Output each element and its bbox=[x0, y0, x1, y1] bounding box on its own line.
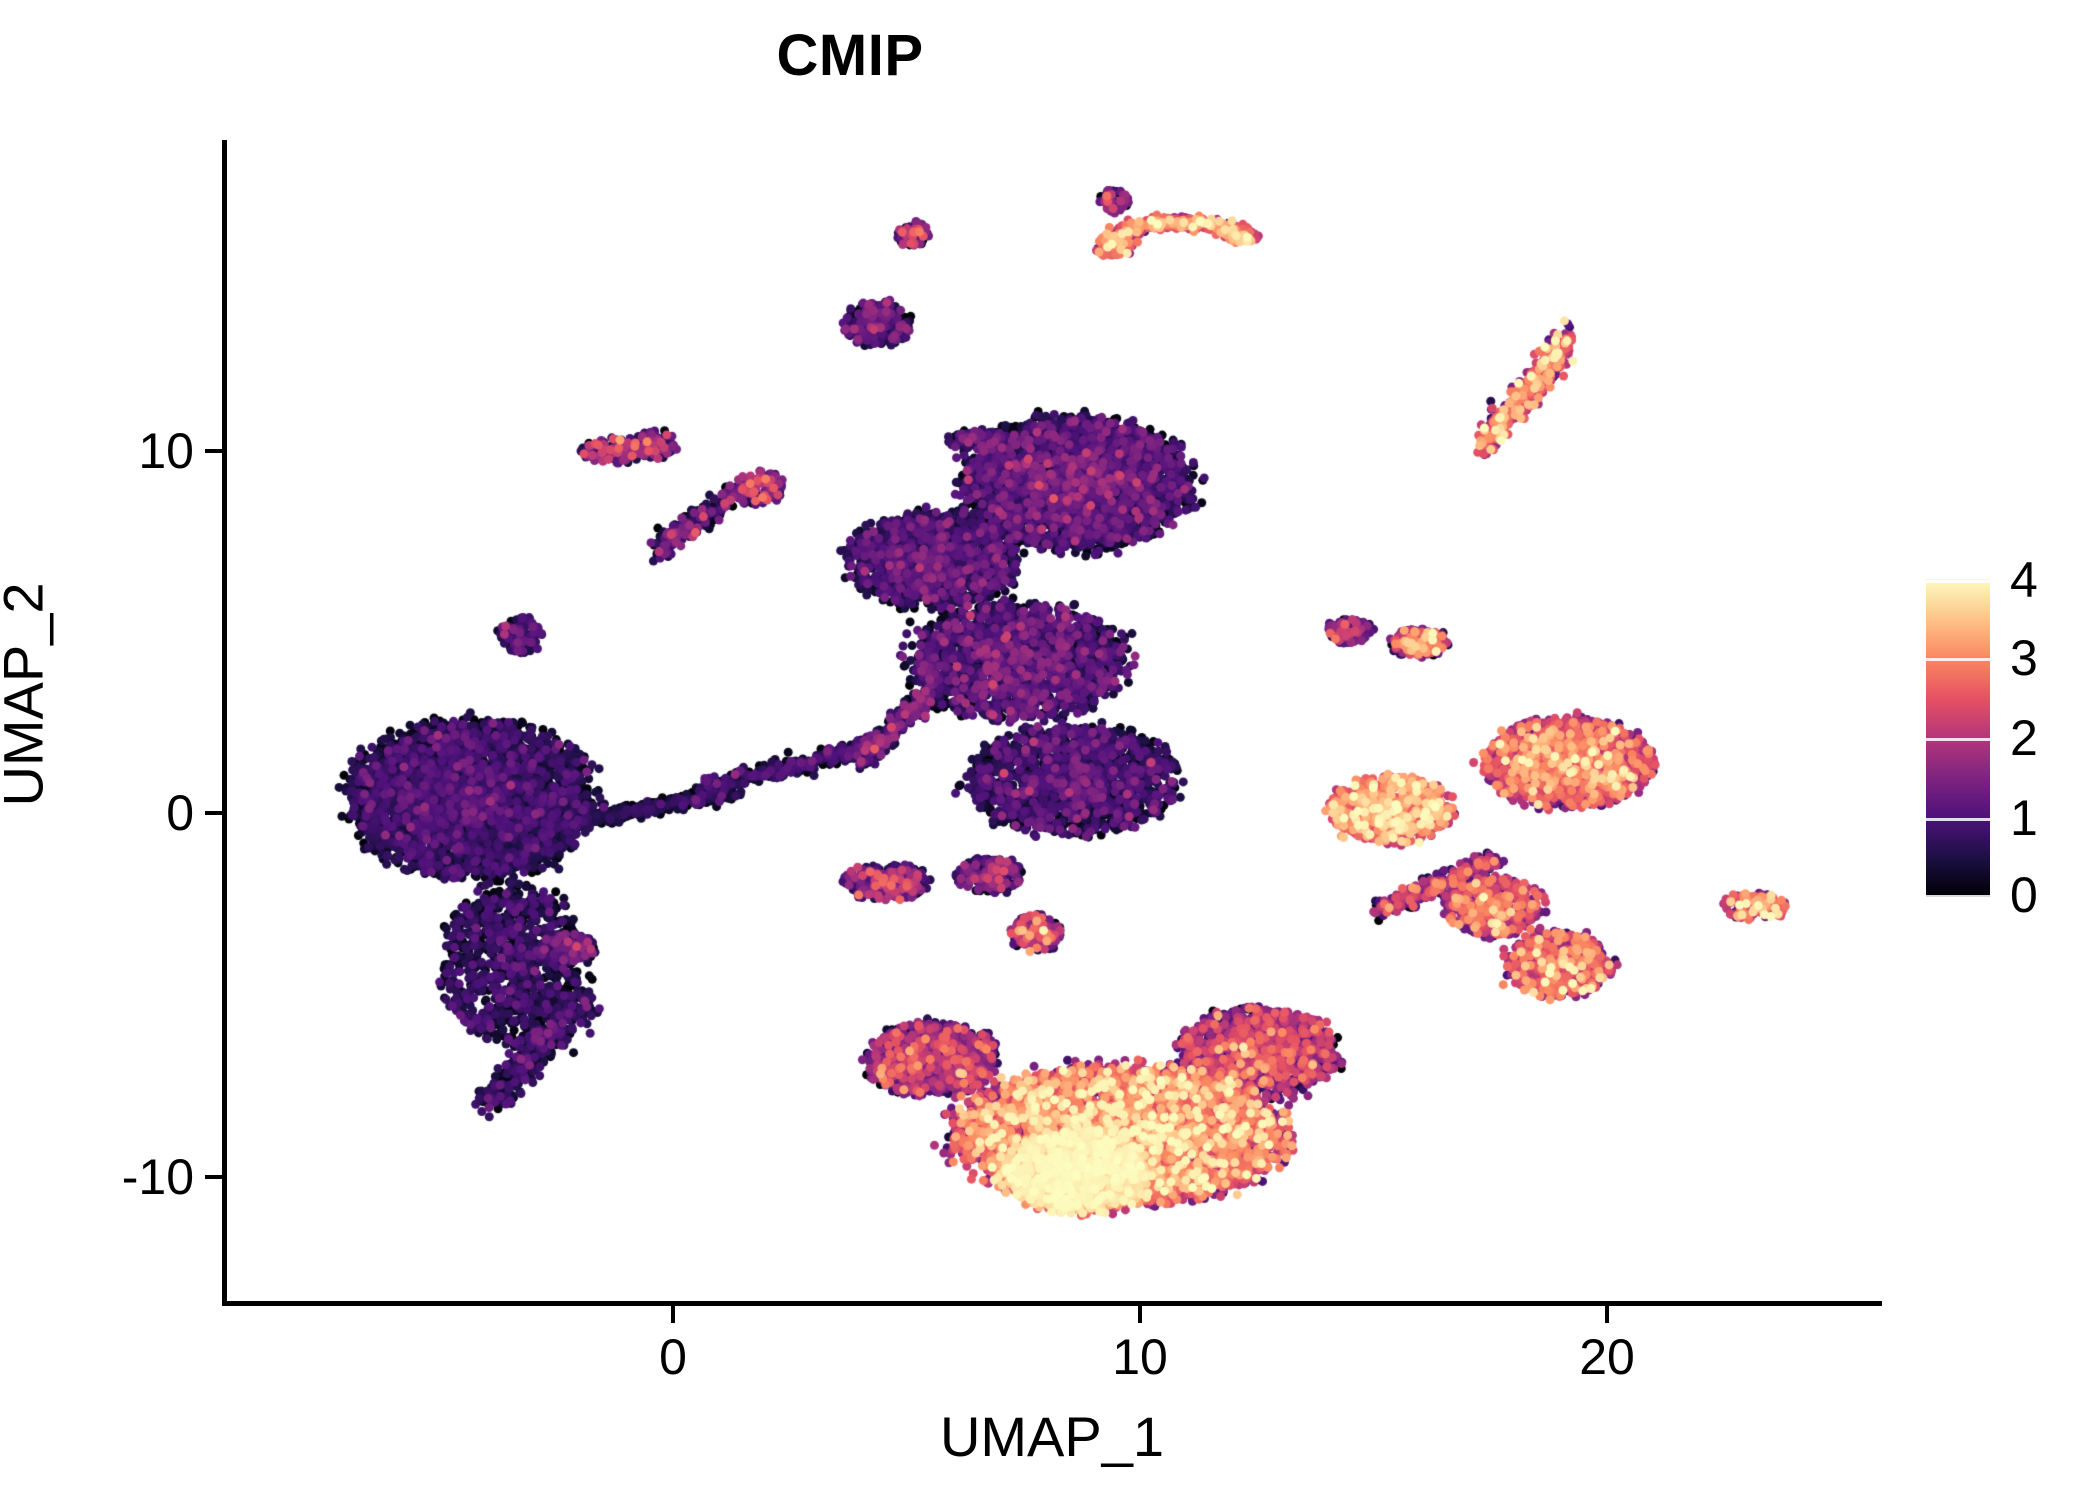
page-title: CMIP bbox=[776, 23, 924, 88]
x-tick-mark-0 bbox=[671, 1306, 675, 1323]
y-axis-title: UMAP_2 bbox=[0, 582, 55, 807]
x-tick-label-0: 0 bbox=[659, 1329, 687, 1385]
y-tick-mark-10 bbox=[205, 449, 222, 453]
x-axis-title: UMAP_1 bbox=[939, 1405, 1165, 1468]
scatter-canvas bbox=[222, 140, 1882, 1303]
x-axis-line bbox=[222, 1301, 1882, 1306]
y-tick-label-10: 10 bbox=[138, 423, 194, 479]
y-tick-mark-0 bbox=[205, 811, 222, 815]
x-tick-mark-10 bbox=[1138, 1306, 1142, 1323]
colorbar-label-2: 2 bbox=[2010, 710, 2038, 766]
y-tick-label-0: 0 bbox=[166, 785, 194, 841]
x-tick-label-10: 10 bbox=[1112, 1329, 1168, 1385]
plot-panel bbox=[222, 140, 1882, 1303]
colorbar-label-4: 4 bbox=[2010, 552, 2038, 608]
y-tick-mark-minus10 bbox=[205, 1175, 222, 1179]
colorbar-label-3: 3 bbox=[2010, 630, 2038, 686]
y-tick-label-minus10: -10 bbox=[121, 1149, 194, 1205]
colorbar-label-0: 0 bbox=[2010, 867, 2038, 923]
colorbar-tick-4 bbox=[1926, 580, 1990, 583]
colorbar-tick-2 bbox=[1926, 738, 1990, 741]
colorbar-tick-0 bbox=[1926, 895, 1990, 898]
colorbar-label-1: 1 bbox=[2010, 790, 2038, 846]
y-axis-line bbox=[222, 140, 227, 1306]
colorbar-tick-1 bbox=[1926, 818, 1990, 821]
x-tick-mark-20 bbox=[1605, 1306, 1609, 1323]
x-tick-label-20: 20 bbox=[1579, 1329, 1635, 1385]
colorbar-tick-3 bbox=[1926, 658, 1990, 661]
